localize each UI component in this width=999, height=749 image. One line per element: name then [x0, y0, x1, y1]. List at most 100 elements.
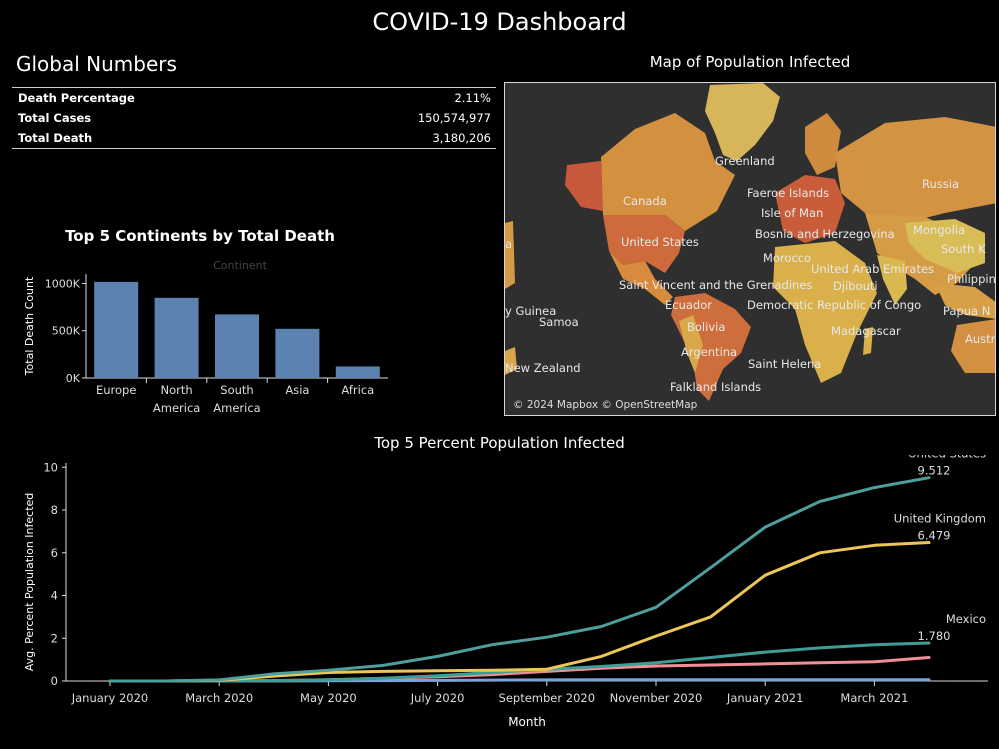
map-label-uae: United Arab Emirates — [811, 262, 935, 276]
map-title: Map of Population Infected — [649, 53, 851, 71]
map-label-morocco: Morocco — [763, 251, 812, 265]
bar-south-america — [215, 314, 259, 378]
map-region-africa[interactable] — [773, 241, 877, 383]
map-region-mongolia-china[interactable] — [905, 219, 985, 273]
map-label-russia: Russia — [922, 177, 959, 191]
bar-y-tick-label: 1000K — [45, 277, 81, 290]
death-percentage-label: Death Percentage — [18, 91, 135, 105]
map-region-new-zealand[interactable] — [505, 347, 517, 375]
map-region-india[interactable] — [877, 255, 907, 305]
map-label-djibouti: Djibouti — [833, 279, 878, 293]
series-end-value-label: 1.780 — [918, 629, 951, 643]
global-numbers-title: Global Numbers — [16, 52, 177, 76]
line-chart-title: Top 5 Percent Population Infected — [374, 434, 625, 452]
map-region-southeast-asia[interactable] — [935, 283, 996, 319]
bar-y-axis-label: Total Death Count — [23, 276, 36, 376]
bar-x-tick-label: Africa — [341, 383, 374, 397]
line-y-tick-label: 0 — [51, 674, 58, 688]
map-region-russia[interactable] — [835, 117, 996, 223]
line-y-tick-label: 8 — [51, 503, 58, 517]
series-end-value-label: 9.512 — [918, 464, 951, 478]
map-label-left-a: a — [505, 237, 513, 251]
line-x-tick-label: May 2020 — [300, 691, 357, 705]
bar-north-america — [154, 297, 199, 378]
map-region-alaska[interactable] — [565, 161, 603, 211]
bar-x-tick-label: Asia — [285, 383, 309, 397]
series-name-label: Mexico — [946, 612, 986, 626]
map-region-madagascar[interactable] — [863, 327, 873, 355]
bar-y-tick-label: 0K — [66, 372, 81, 385]
map-label-new-zealand: New Zealand — [505, 361, 581, 375]
map-label-united-states: United States — [621, 235, 699, 249]
bar-x-tick-label: Europe — [96, 383, 136, 397]
map-label-saint-helena: Saint Helena — [748, 357, 822, 371]
line-y-tick-label: 6 — [51, 546, 58, 560]
series-line-united-states — [108, 476, 931, 683]
line-x-tick-label: March 2021 — [840, 691, 908, 705]
map-label-australia: Austr — [965, 332, 996, 346]
map-label-guinea: y Guinea — [505, 304, 557, 318]
map-label-faeroe-islands: Faeroe Islands — [747, 186, 830, 200]
map-label-samoa: Samoa — [539, 315, 579, 329]
map-label-ecuador: Ecuador — [665, 298, 712, 312]
map-label-bosnia: Bosnia and Herzegovina — [755, 227, 895, 241]
map-label-isle-of-man: Isle of Man — [761, 206, 824, 220]
total-death-row[interactable]: Total Death 3,180,206 — [12, 128, 496, 148]
map-label-argentina: Argentina — [681, 345, 738, 359]
map-label-greenland: Greenland — [715, 154, 775, 168]
map-label-philippines: Philippine — [947, 272, 996, 286]
map-region-greenland[interactable] — [705, 83, 780, 161]
line-y-tick-label: 4 — [51, 589, 58, 603]
bar-chart[interactable]: 0K 500K 1000K Total Death Count Europe North A… — [16, 266, 396, 421]
series-end-value-label: 6.479 — [918, 529, 951, 543]
map-label-bolivia: Bolivia — [687, 320, 726, 334]
bar-chart-title: Top 5 Continents by Total Death — [65, 227, 335, 245]
line-y-tick-label: 10 — [43, 460, 58, 474]
map-label-papua: Papua N — [943, 304, 991, 318]
map-label-canada: Canada — [623, 194, 667, 208]
map-region-australia[interactable] — [951, 319, 996, 373]
map-region-scandinavia[interactable] — [805, 113, 841, 175]
series-name-label: United States — [908, 455, 986, 461]
map-label-south-korea: South K — [941, 242, 986, 256]
line-chart[interactable]: 0 2 4 6 8 10 Avg. Percent Population Infected J… — [16, 455, 994, 735]
map-label-falkland-islands: Falkland Islands — [670, 380, 762, 394]
map-label-mongolia: Mongolia — [913, 223, 966, 237]
bar-asia — [275, 328, 320, 378]
death-percentage-value: 2.11% — [454, 91, 491, 105]
map-region-europe[interactable] — [775, 175, 845, 243]
map-land-shapes — [505, 83, 996, 401]
line-x-tick-label: September 2020 — [499, 691, 596, 705]
total-death-label: Total Death — [18, 131, 93, 145]
bar-x-tick-label: America — [213, 401, 260, 415]
bar-africa — [335, 366, 380, 378]
dashboard-title: COVID-19 Dashboard — [372, 8, 627, 36]
map-region-left-edge[interactable] — [505, 221, 515, 289]
total-cases-row[interactable]: Total Cases 150,574,977 — [12, 108, 496, 128]
map-region-united-states[interactable] — [603, 215, 685, 273]
death-percentage-row[interactable]: Death Percentage 2.11% — [12, 88, 496, 108]
line-y-axis-label: Avg. Percent Population Infected — [23, 493, 36, 672]
total-cases-value: 150,574,977 — [417, 111, 491, 125]
map-region-canada[interactable] — [601, 113, 735, 231]
bar-x-tick-label: South — [220, 383, 253, 397]
series-name-label: United Kingdom — [894, 512, 986, 526]
map-label-madagascar: Madagascar — [831, 324, 901, 338]
total-cases-label: Total Cases — [18, 111, 92, 125]
map-label-saint-vincent: Saint Vincent and the Grenadines — [619, 278, 813, 292]
line-x-axis-label: Month — [508, 715, 546, 729]
map-attribution[interactable]: © 2024 Mapbox © OpenStreetMap — [513, 399, 698, 411]
line-x-tick-label: January 2020 — [71, 691, 149, 705]
line-x-tick-label: July 2020 — [410, 691, 465, 705]
line-x-tick-label: November 2020 — [610, 691, 703, 705]
bar-europe — [94, 281, 139, 378]
map-label-drc: Democratic Republic of Congo — [747, 298, 922, 312]
bar-x-tick-label: North — [161, 383, 193, 397]
population-infected-map[interactable]: Greenland Faeroe Islands Russia Canada I… — [504, 82, 996, 416]
global-numbers-table: Death Percentage 2.11% Total Cases 150,5… — [12, 87, 496, 149]
total-death-value: 3,180,206 — [432, 131, 491, 145]
line-x-tick-label: March 2020 — [185, 691, 253, 705]
line-y-tick-label: 2 — [51, 631, 58, 645]
map-region-andes[interactable] — [679, 315, 703, 373]
map-region-mexico[interactable] — [609, 251, 673, 305]
